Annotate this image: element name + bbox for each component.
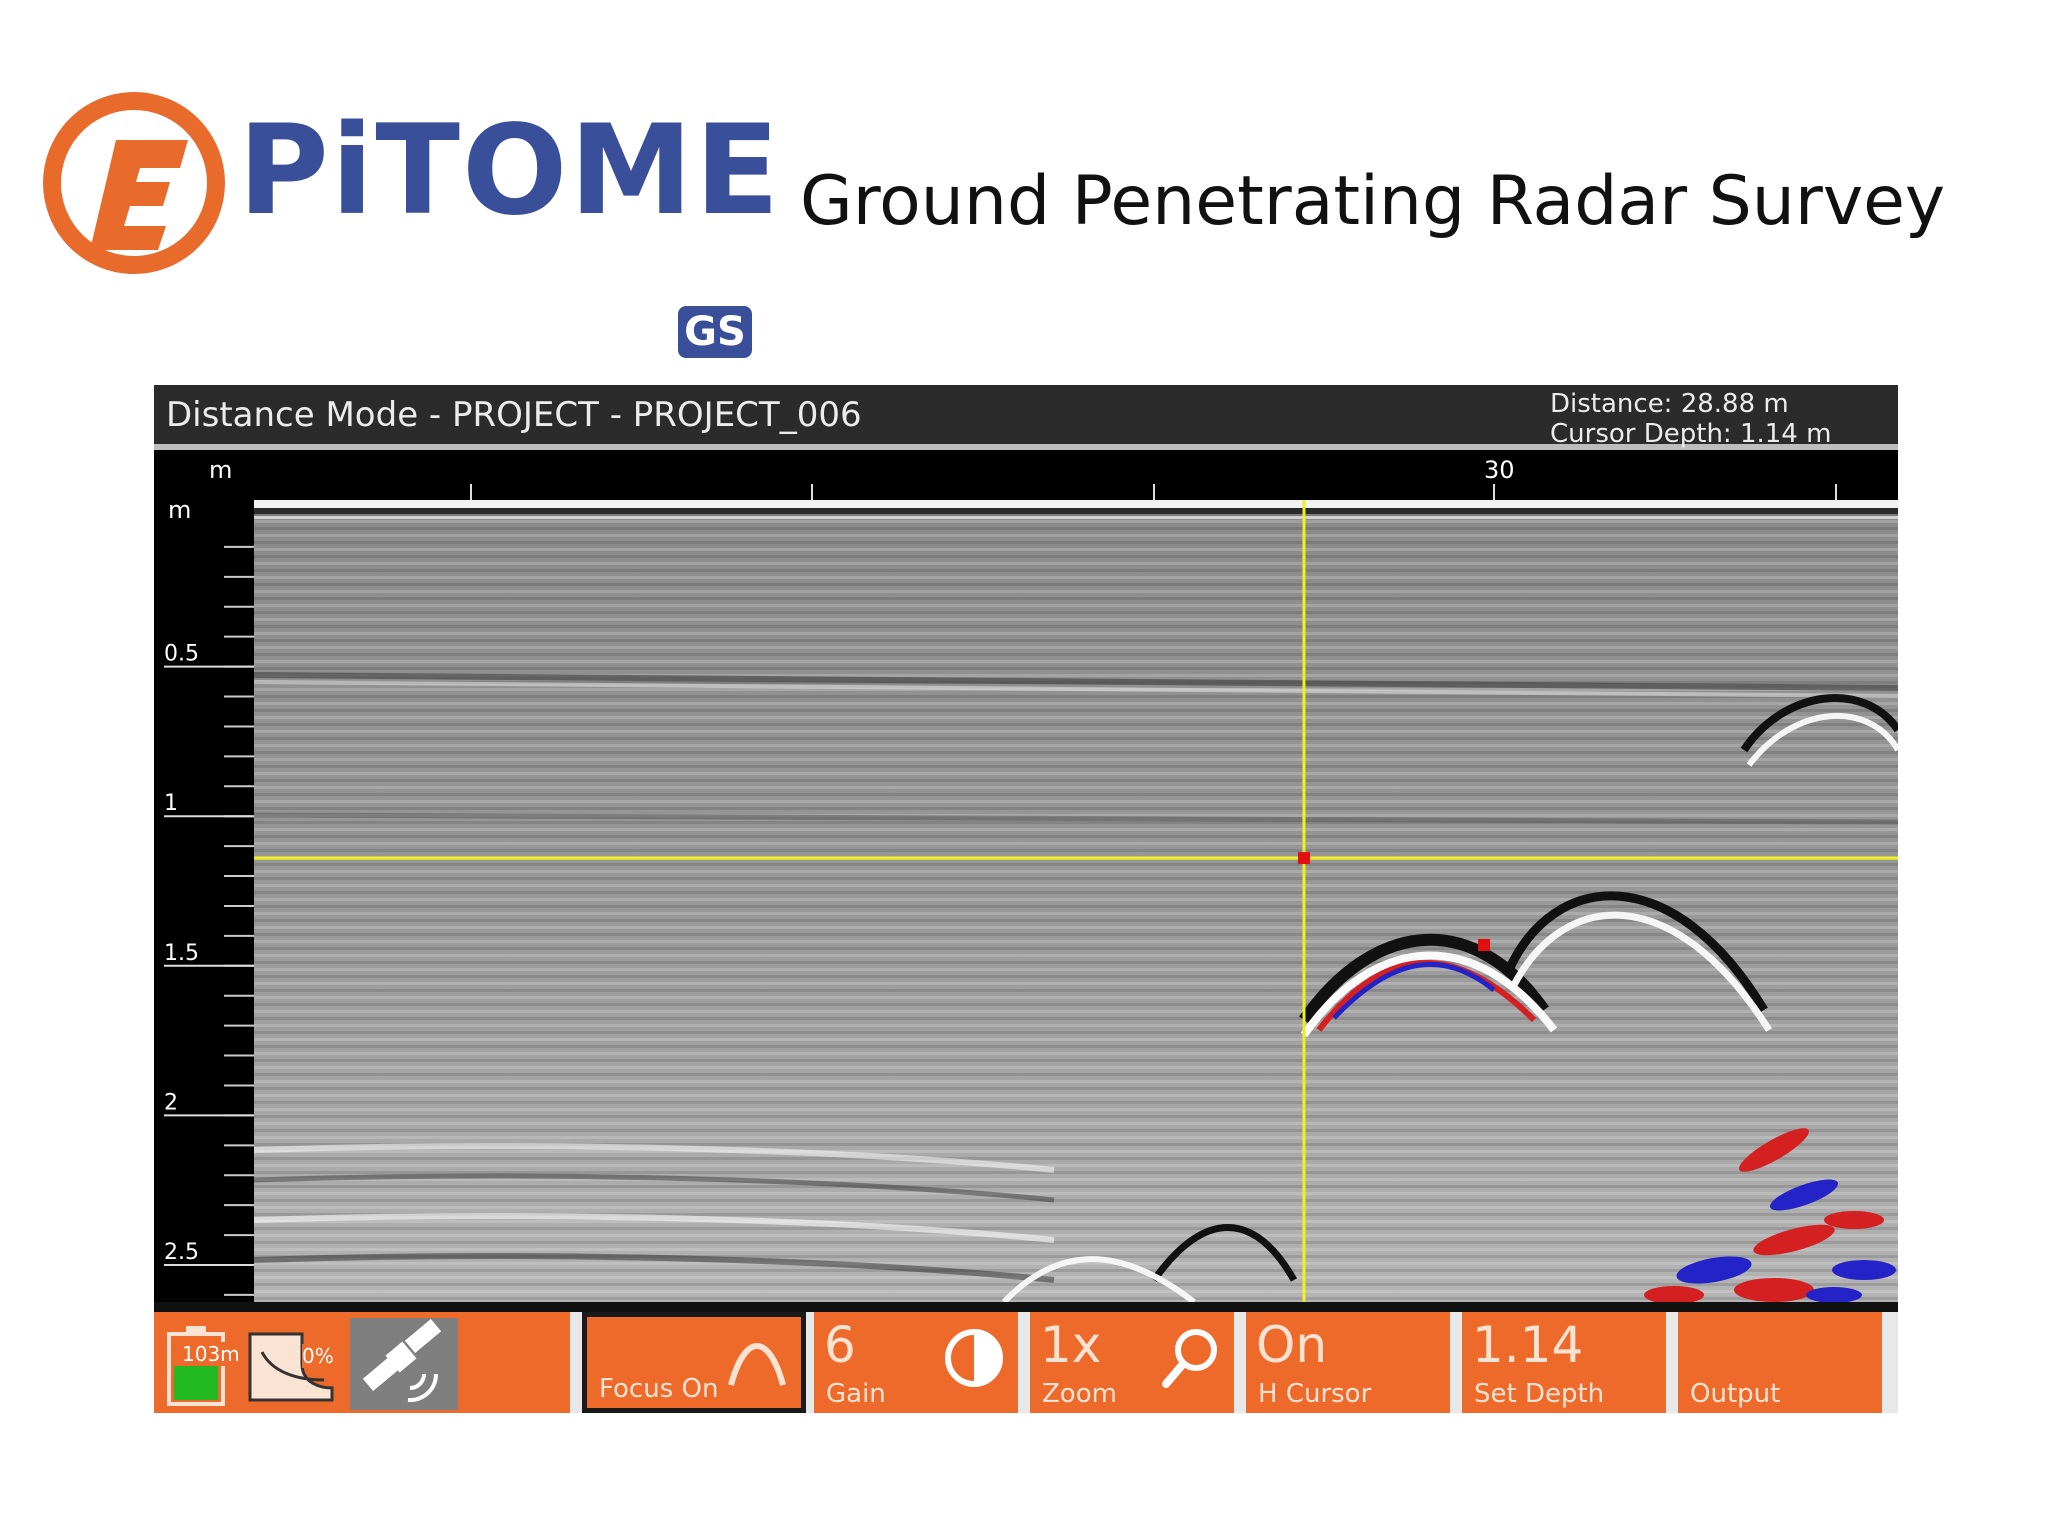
cursor-marker: [1298, 852, 1310, 865]
depth-axis: [154, 500, 254, 1302]
bottom-toolbar: 103m 0% Focus On 6: [154, 1312, 1898, 1413]
depth-tick-label: 2: [164, 1090, 178, 1115]
set-depth-value: 1.14: [1472, 1316, 1584, 1374]
battery-icon: [167, 1326, 225, 1406]
gain-button[interactable]: 6 Gain: [814, 1312, 1018, 1413]
radargram-plot[interactable]: m 30 m 0.5 1 1.5 2 2.5: [154, 450, 1898, 1302]
zoom-value: 1x: [1040, 1316, 1102, 1374]
depth-tick-label: 2.5: [164, 1240, 199, 1265]
focus-label: Focus On: [599, 1374, 719, 1404]
gpr-device-screen: Distance Mode - PROJECT - PROJECT_006 Di…: [154, 385, 1898, 1413]
depth-axis-unit: m: [168, 496, 191, 524]
readout-panel: Distance: 28.88 m Cursor Depth: 1.14 m: [1550, 389, 1831, 449]
epitome-logo: PiTOME GS: [38, 88, 779, 358]
set-depth-button[interactable]: 1.14 Set Depth: [1462, 1312, 1666, 1413]
cursor-crosshair[interactable]: [254, 500, 1898, 1302]
contrast-icon: [945, 1329, 1003, 1387]
distance-readout: Distance: 28.88 m: [1550, 389, 1789, 419]
output-button[interactable]: Output: [1678, 1312, 1882, 1413]
h-cursor-label: H Cursor: [1258, 1379, 1372, 1409]
logo-gs-badge: GS: [678, 306, 752, 358]
depth-tick-label: 1.5: [164, 941, 199, 966]
magnifier-icon: [1162, 1329, 1217, 1388]
depth-tick-label: 0.5: [164, 642, 199, 667]
focus-button[interactable]: Focus On: [582, 1312, 806, 1413]
epitome-e-logo-icon: [43, 92, 225, 274]
ruler-unit-label: m: [209, 456, 232, 484]
logo-wordmark: PiTOME: [238, 99, 782, 243]
depth-tick-label: 1: [164, 791, 178, 816]
gain-label: Gain: [826, 1379, 886, 1409]
status-panel: 103m 0%: [154, 1312, 570, 1413]
battery-level: [174, 1366, 218, 1400]
gain-value: 6: [824, 1316, 856, 1374]
distance-ruler: [154, 450, 1898, 500]
set-depth-label: Set Depth: [1474, 1379, 1605, 1409]
battery-label: 103m: [182, 1342, 240, 1366]
hyperbola-icon: [728, 1343, 786, 1386]
screen-title-bar: Distance Mode - PROJECT - PROJECT_006 Di…: [154, 385, 1898, 450]
slide-title: Ground Penetrating Radar Survey: [800, 162, 1946, 241]
output-label: Output: [1690, 1379, 1781, 1409]
h-cursor-button[interactable]: On H Cursor: [1246, 1312, 1450, 1413]
mode-title: Distance Mode - PROJECT - PROJECT_006: [166, 395, 862, 435]
zoom-label: Zoom: [1042, 1379, 1117, 1409]
depth-axis-labels: 0.5 1 1.5 2 2.5: [164, 642, 254, 1266]
ruler-label-30: 30: [1484, 456, 1515, 484]
radargram-image: [253, 500, 1898, 1302]
h-cursor-value: On: [1256, 1316, 1328, 1374]
gps-satellite-icon: [350, 1318, 458, 1410]
target-marker: [1478, 939, 1490, 951]
zoom-button[interactable]: 1x Zoom: [1030, 1312, 1234, 1413]
storage-label: 0%: [302, 1344, 334, 1368]
cursor-depth-readout: Cursor Depth: 1.14 m: [1550, 419, 1832, 449]
